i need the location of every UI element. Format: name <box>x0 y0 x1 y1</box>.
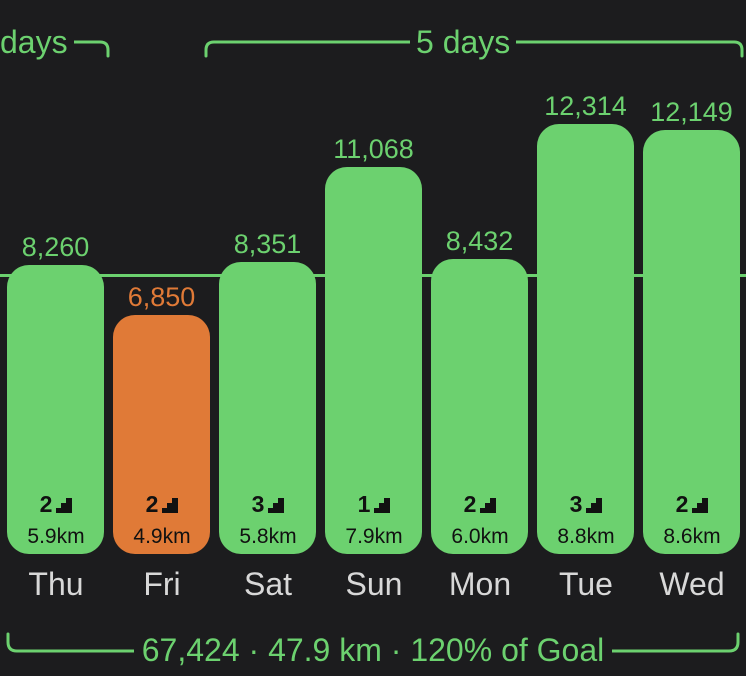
value-label: 6,850 <box>127 281 196 312</box>
flights-label: 3 <box>537 493 635 516</box>
flights-label: 2 <box>7 493 105 516</box>
bar-tue[interactable] <box>537 123 634 554</box>
summary-steps: 67,424 <box>141 632 240 668</box>
bar-fri[interactable] <box>113 314 210 554</box>
value-label: 8,260 <box>21 232 90 263</box>
value-label: 8,351 <box>233 229 302 260</box>
summary-separator-2: · <box>390 632 402 668</box>
bar-thu[interactable] <box>7 265 104 554</box>
distance-label: 6.0km <box>451 525 509 548</box>
flights-label: 2 <box>113 493 211 516</box>
value-label: 8,432 <box>445 226 514 257</box>
distance-label: 7.9km <box>345 525 403 548</box>
left-streak-label: days <box>0 26 74 58</box>
stairs-icon <box>268 498 285 513</box>
distance-label: 8.8km <box>557 525 615 548</box>
stairs-icon <box>586 498 603 513</box>
day-label-sat: Sat <box>243 566 293 602</box>
day-label-sun: Sun <box>345 566 403 602</box>
bar-sun[interactable] <box>325 167 422 554</box>
streak-bracket-left <box>58 40 110 58</box>
stairs-icon <box>692 498 709 513</box>
flights-count: 2 <box>675 491 689 517</box>
goal-line <box>0 273 746 277</box>
bar-wed[interactable] <box>643 129 740 554</box>
flights-count: 2 <box>463 491 477 517</box>
summary-separator-1: · <box>248 632 260 668</box>
flights-label: 3 <box>219 493 317 516</box>
day-label-thu: Thu <box>28 566 84 602</box>
bar-sat[interactable] <box>219 262 316 554</box>
right-streak-label: 5 days <box>410 26 517 58</box>
summary-goal: 120% of Goal <box>410 632 605 668</box>
stairs-icon <box>374 498 391 513</box>
day-label-fri: Fri <box>143 566 181 602</box>
flights-count: 2 <box>39 491 53 517</box>
weekly-summary: 67,424 · 47.9 km · 120% of Goal <box>0 632 746 668</box>
flights-count: 3 <box>251 491 265 517</box>
day-label-tue: Tue <box>559 566 613 602</box>
value-label: 12,149 <box>650 96 733 127</box>
flights-count: 1 <box>357 491 371 517</box>
flights-count: 3 <box>569 491 583 517</box>
stairs-icon <box>162 498 179 513</box>
bar-mon[interactable] <box>431 259 528 554</box>
distance-label: 5.9km <box>27 525 85 548</box>
distance-label: 4.9km <box>133 525 191 548</box>
flights-label: 2 <box>643 493 741 516</box>
flights-label: 2 <box>431 493 529 516</box>
value-label: 11,068 <box>333 134 414 165</box>
stairs-icon <box>56 498 73 513</box>
distance-label: 5.8km <box>239 525 297 548</box>
value-label: 12,314 <box>544 90 627 121</box>
day-label-mon: Mon <box>448 566 512 602</box>
distance-label: 8.6km <box>663 525 721 548</box>
stairs-icon <box>480 498 497 513</box>
day-label-wed: Wed <box>659 566 725 602</box>
flights-count: 2 <box>145 491 159 517</box>
flights-label: 1 <box>325 493 423 516</box>
summary-distance: 47.9 km <box>268 632 382 668</box>
